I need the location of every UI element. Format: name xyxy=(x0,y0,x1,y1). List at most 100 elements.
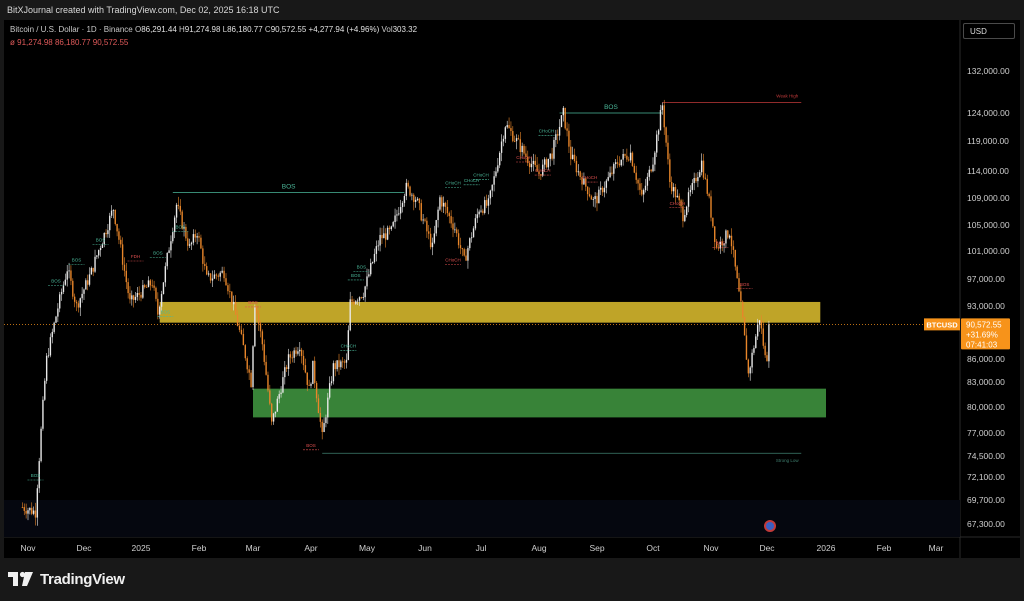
candle-body xyxy=(429,233,432,248)
candle-body xyxy=(68,270,70,272)
symbol-name[interactable]: Bitcoin / U.S. Dollar · 1D · Binance xyxy=(10,25,133,34)
structure-marker: CHoCH xyxy=(516,155,532,160)
candle-body xyxy=(448,213,450,217)
indicator-legend[interactable]: ø 91,274.98 86,180.77 90,572.55 xyxy=(10,38,128,47)
currency-button[interactable]: USD xyxy=(963,23,1015,39)
candle-body xyxy=(300,349,303,356)
candle-body xyxy=(272,413,275,422)
candle-body xyxy=(25,510,27,514)
y-tick-label: 97,000.00 xyxy=(967,274,1005,284)
candle-body xyxy=(472,228,475,238)
candle-body xyxy=(702,160,705,178)
candle-body xyxy=(49,337,52,356)
candle-body xyxy=(160,294,163,307)
candle-body xyxy=(347,330,350,360)
indicator-mark: ø xyxy=(10,38,15,47)
ticker-tag[interactable] xyxy=(924,318,960,331)
high-label: H xyxy=(179,25,185,34)
candle-body xyxy=(620,159,622,166)
candle-body xyxy=(609,172,611,178)
candle-body xyxy=(474,218,477,229)
candle-body xyxy=(667,142,669,160)
candle-body xyxy=(110,210,113,216)
candle-body xyxy=(129,293,131,300)
candle-body xyxy=(368,274,370,277)
candle-body xyxy=(204,263,206,267)
y-tick-label: 132,000.00 xyxy=(967,66,1010,76)
candle-body xyxy=(144,285,146,288)
price-tag[interactable] xyxy=(961,318,1010,350)
candle-body xyxy=(351,299,353,302)
symbol-legend[interactable]: Bitcoin / U.S. Dollar · 1D · Binance O86… xyxy=(10,25,417,34)
candle-body xyxy=(519,139,521,153)
candle-body xyxy=(560,115,563,127)
candle-body xyxy=(109,215,111,231)
candle-body xyxy=(297,351,299,354)
structure-marker: BOS xyxy=(357,265,367,270)
candle-body xyxy=(693,177,695,184)
candle-body xyxy=(215,274,218,276)
demand-zone xyxy=(253,388,826,418)
candle-body xyxy=(293,350,295,358)
candle-body xyxy=(594,196,596,200)
structure-label: BOS xyxy=(604,104,618,111)
candle-body xyxy=(175,204,178,218)
candle-body xyxy=(114,209,116,224)
candle-body xyxy=(706,178,708,194)
chart-pane[interactable] xyxy=(4,20,1020,558)
y-tick-label: 67,300.00 xyxy=(967,519,1005,529)
candle-body xyxy=(259,323,262,332)
candle-body xyxy=(77,303,80,308)
structure-marker: BOS xyxy=(96,237,106,242)
structure-marker: BOS xyxy=(306,443,316,448)
candle-body xyxy=(164,266,167,283)
candle-body xyxy=(396,214,398,216)
candle-body xyxy=(42,399,44,429)
candle-body xyxy=(291,357,293,359)
candle-body xyxy=(461,248,464,250)
structure-marker: BOS xyxy=(248,300,258,305)
candle-body xyxy=(751,352,753,368)
candle-body xyxy=(179,205,181,212)
candle-body xyxy=(336,360,338,370)
candle-body xyxy=(244,345,246,359)
candle-body xyxy=(81,293,83,299)
candle-body xyxy=(592,199,594,200)
price-axis-area[interactable] xyxy=(960,20,1020,558)
structure-marker: BOS xyxy=(31,473,41,478)
candle-body xyxy=(525,153,527,157)
candle-body xyxy=(116,223,118,232)
candle-body xyxy=(32,510,35,514)
x-tick-label: Oct xyxy=(646,543,660,553)
x-tick-label: Sep xyxy=(589,543,604,553)
candle-body xyxy=(745,335,748,360)
candle-body xyxy=(252,346,254,388)
candle-body xyxy=(263,344,265,362)
candle-body xyxy=(603,187,606,193)
candle-body xyxy=(523,145,525,154)
candle-body xyxy=(648,169,650,177)
candle-body xyxy=(717,247,720,249)
change-value: +4,277.94 (+4.96%) xyxy=(308,25,380,34)
candle-body xyxy=(64,279,67,285)
candle-body xyxy=(355,301,357,304)
candle-body xyxy=(90,267,93,275)
candle-body xyxy=(513,141,516,142)
candle-body xyxy=(727,230,729,238)
candle-body xyxy=(319,412,322,422)
candle-body xyxy=(469,238,471,249)
candle-body xyxy=(390,226,393,230)
candle-body xyxy=(125,270,127,283)
candle-body xyxy=(409,186,411,196)
candle-body xyxy=(94,256,96,272)
candle-body xyxy=(23,507,25,511)
structure-marker: CHoCH xyxy=(582,175,598,180)
candle-body xyxy=(194,234,196,238)
supply-zone xyxy=(159,301,821,323)
candle-body xyxy=(659,110,662,131)
candle-body xyxy=(254,307,256,347)
candle-body xyxy=(622,154,624,160)
candle-body xyxy=(317,398,320,413)
candle-body xyxy=(642,190,645,195)
